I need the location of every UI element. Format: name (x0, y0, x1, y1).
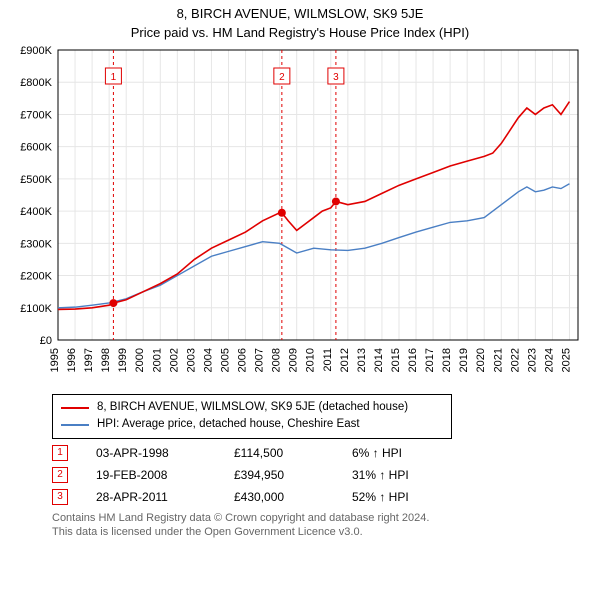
sale-price: £430,000 (234, 490, 324, 504)
svg-text:2: 2 (279, 72, 285, 83)
svg-text:2010: 2010 (305, 348, 317, 372)
svg-text:1997: 1997 (83, 348, 95, 372)
legend-label-2: HPI: Average price, detached house, Ches… (97, 416, 360, 433)
sale-pct: 6% ↑ HPI (352, 446, 452, 460)
svg-text:2022: 2022 (509, 348, 521, 372)
sale-date: 19-FEB-2008 (96, 468, 206, 482)
svg-text:1996: 1996 (66, 348, 78, 372)
svg-text:1998: 1998 (100, 348, 112, 372)
svg-text:2011: 2011 (322, 348, 334, 372)
legend-line-2 (61, 424, 89, 426)
svg-text:2002: 2002 (168, 348, 180, 372)
chart-title-line1: 8, BIRCH AVENUE, WILMSLOW, SK9 5JE (10, 6, 590, 21)
svg-text:2005: 2005 (219, 348, 231, 372)
svg-text:2017: 2017 (424, 348, 436, 372)
svg-text:2018: 2018 (441, 348, 453, 372)
chart-area: £0 £100K £200K £300K £400K £500K £600K £700K £80… (10, 46, 590, 386)
svg-text:2016: 2016 (407, 348, 419, 372)
svg-text:2004: 2004 (202, 348, 214, 372)
svg-text:2008: 2008 (271, 348, 283, 372)
sale-price: £114,500 (234, 446, 324, 460)
sales-list: 1 03-APR-1998 £114,500 6% ↑ HPI 2 19-FEB-2008… (10, 445, 590, 505)
sale-marker: 1 (52, 445, 68, 461)
footer: Contains HM Land Registry data © Crown c… (52, 511, 590, 541)
legend-row-1: 8, BIRCH AVENUE, WILMSLOW, SK9 5JE (deta… (61, 399, 443, 416)
svg-text:2012: 2012 (339, 348, 351, 372)
svg-text:£900K: £900K (20, 46, 52, 57)
svg-text:2007: 2007 (254, 348, 266, 372)
sale-date: 28-APR-2011 (96, 490, 206, 504)
svg-text:£600K: £600K (20, 142, 52, 154)
sale-marker: 3 (52, 489, 68, 505)
chart-title-line2: Price paid vs. HM Land Registry's House … (10, 25, 590, 40)
svg-text:2014: 2014 (373, 348, 385, 372)
footer-line-1: Contains HM Land Registry data © Crown c… (52, 511, 590, 526)
sale-pct: 31% ↑ HPI (352, 468, 452, 482)
svg-text:1995: 1995 (49, 348, 61, 372)
svg-text:1999: 1999 (117, 348, 129, 372)
svg-text:2024: 2024 (543, 348, 555, 372)
footer-line-2: This data is licensed under the Open Gov… (52, 525, 590, 540)
sale-marker: 2 (52, 467, 68, 483)
svg-text:2003: 2003 (185, 348, 197, 372)
svg-text:2000: 2000 (134, 348, 146, 372)
svg-text:2013: 2013 (356, 348, 368, 372)
svg-text:2006: 2006 (237, 348, 249, 372)
svg-text:£700K: £700K (20, 109, 52, 121)
svg-text:£200K: £200K (20, 271, 52, 283)
svg-text:£100K: £100K (20, 303, 52, 315)
root: 8, BIRCH AVENUE, WILMSLOW, SK9 5JE Price… (0, 0, 600, 544)
line-chart: £0 £100K £200K £300K £400K £500K £600K £700K £80… (10, 46, 590, 386)
svg-text:2025: 2025 (560, 348, 572, 372)
svg-text:£800K: £800K (20, 77, 52, 89)
sale-price: £394,950 (234, 468, 324, 482)
svg-text:2009: 2009 (288, 348, 300, 372)
sale-pct: 52% ↑ HPI (352, 490, 452, 504)
sale-date: 03-APR-1998 (96, 446, 206, 460)
legend-box: 8, BIRCH AVENUE, WILMSLOW, SK9 5JE (deta… (52, 394, 452, 439)
svg-text:£500K: £500K (20, 174, 52, 186)
svg-text:2001: 2001 (151, 348, 163, 372)
legend-label-1: 8, BIRCH AVENUE, WILMSLOW, SK9 5JE (deta… (97, 399, 408, 416)
svg-text:3: 3 (333, 72, 339, 83)
svg-text:2020: 2020 (475, 348, 487, 372)
sale-row: 1 03-APR-1998 £114,500 6% ↑ HPI (52, 445, 590, 461)
svg-text:£0: £0 (40, 335, 52, 347)
sale-row: 3 28-APR-2011 £430,000 52% ↑ HPI (52, 489, 590, 505)
svg-text:2023: 2023 (526, 348, 538, 372)
svg-text:£400K: £400K (20, 206, 52, 218)
svg-text:£300K: £300K (20, 238, 52, 250)
svg-text:2021: 2021 (492, 348, 504, 372)
svg-text:2019: 2019 (458, 348, 470, 372)
svg-text:2015: 2015 (390, 348, 402, 372)
legend-line-1 (61, 407, 89, 409)
svg-text:1: 1 (111, 72, 117, 83)
sale-row: 2 19-FEB-2008 £394,950 31% ↑ HPI (52, 467, 590, 483)
legend-row-2: HPI: Average price, detached house, Ches… (61, 416, 443, 433)
